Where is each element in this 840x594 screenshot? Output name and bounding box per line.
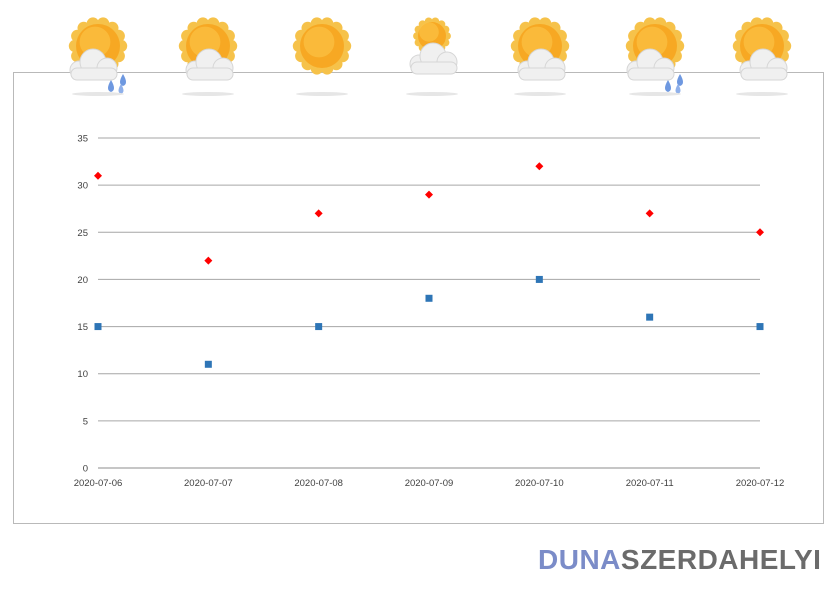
y-tick-label: 25 bbox=[77, 228, 88, 239]
weather-icon-6 bbox=[717, 14, 807, 98]
series-1-point bbox=[646, 313, 654, 321]
y-tick-label: 5 bbox=[83, 416, 88, 427]
y-tick-label: 30 bbox=[77, 181, 88, 192]
weather-icon-1 bbox=[163, 14, 253, 98]
x-tick-label: 2020-07-06 bbox=[74, 478, 123, 489]
series-0-point bbox=[535, 162, 544, 171]
chart-frame bbox=[13, 72, 824, 524]
logo-text-duna: DUNA bbox=[538, 544, 621, 575]
x-tick-label: 2020-07-11 bbox=[626, 478, 674, 489]
x-tick-label: 2020-07-10 bbox=[515, 478, 564, 489]
series-0-point bbox=[756, 228, 764, 237]
series-0-point bbox=[425, 190, 433, 199]
series-1-point bbox=[425, 294, 433, 302]
y-tick-label: 35 bbox=[77, 134, 88, 145]
series-0-point bbox=[94, 171, 102, 180]
brand-logo: DUNA SZERDAHELYI bbox=[538, 543, 821, 577]
sun-cloud-icon bbox=[178, 17, 238, 96]
series-0-point bbox=[645, 209, 654, 218]
sun-cloud-icon bbox=[510, 17, 570, 96]
y-tick-label: 10 bbox=[77, 369, 88, 380]
weather-icons-row bbox=[0, 0, 840, 100]
weather-icon-3 bbox=[387, 14, 477, 98]
data-marks bbox=[94, 162, 764, 368]
y-tick-label: 20 bbox=[77, 275, 88, 286]
axis-labels: 0 5 10 15 20 25 30 35 2020-07-06 2020-07-07 2020-0… bbox=[74, 134, 785, 490]
x-tick-label: 2020-07-07 bbox=[184, 478, 233, 489]
series-0-point bbox=[314, 209, 323, 218]
grid-lines bbox=[98, 137, 760, 469]
cloud-sun-icon bbox=[406, 17, 458, 96]
logo-text-szerdahelyi: SZERDAHELYI bbox=[620, 544, 822, 575]
series-0-point bbox=[204, 256, 213, 265]
x-tick-label: 2020-07-12 bbox=[736, 478, 785, 489]
sun-cloud-icon bbox=[732, 17, 792, 96]
weather-icon-4 bbox=[495, 14, 585, 98]
y-tick-label: 15 bbox=[77, 322, 88, 333]
series-1-point bbox=[204, 360, 212, 368]
sun-cloud-rain-icon bbox=[68, 17, 128, 96]
weather-icon-5 bbox=[610, 14, 700, 98]
sun-cloud-rain-icon bbox=[625, 17, 685, 96]
series-1-point bbox=[535, 275, 543, 283]
series-1-point bbox=[315, 323, 323, 331]
weather-icon-2 bbox=[277, 14, 367, 98]
weather-icon-0 bbox=[53, 14, 143, 98]
series-1-point bbox=[756, 323, 764, 331]
x-tick-label: 2020-07-09 bbox=[405, 478, 454, 489]
series-1-point bbox=[94, 323, 102, 331]
sun-icon bbox=[292, 17, 352, 96]
y-tick-label: 0 bbox=[83, 464, 88, 475]
x-tick-label: 2020-07-08 bbox=[294, 478, 343, 489]
